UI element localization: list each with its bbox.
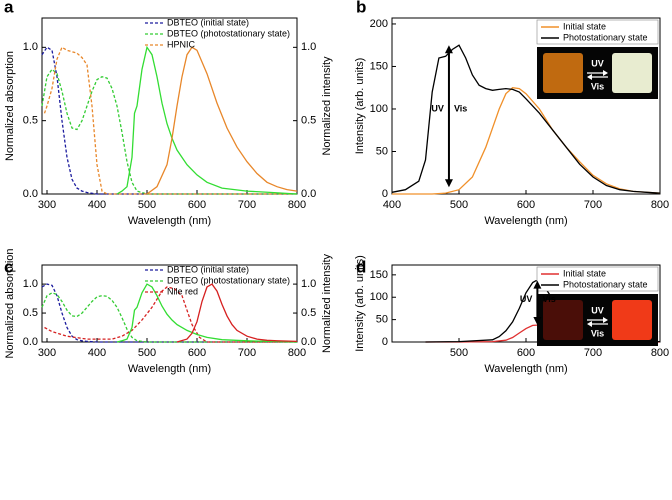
x-tick-label: 500 xyxy=(450,347,468,359)
annotation: Vis xyxy=(454,103,467,113)
inset-label: UV xyxy=(591,305,604,315)
x-axis-label: Wavelength (nm) xyxy=(484,363,567,375)
y-tick-label: 1.0 xyxy=(23,278,38,290)
annotation-arrowhead xyxy=(533,280,542,289)
x-tick-label: 800 xyxy=(288,347,306,359)
sample-left xyxy=(543,53,583,93)
inset-arrowhead xyxy=(603,70,608,76)
x-axis-label: Wavelength (nm) xyxy=(128,363,211,375)
y-tick-label: 0.5 xyxy=(23,115,38,127)
inset-label: UV xyxy=(591,58,604,68)
x-tick-label: 600 xyxy=(517,199,535,211)
legend-label: DBTEO (photostationary state) xyxy=(167,28,290,38)
y2-axis-label: Normalized intensity xyxy=(321,253,333,353)
y-tick-label: 0 xyxy=(382,336,388,348)
y2-tick-label: 1.0 xyxy=(301,278,316,290)
panel-label: d xyxy=(356,257,366,276)
legend-label: DBTEO (initial state) xyxy=(167,264,249,274)
y2-axis-label: Normalized intensity xyxy=(321,56,333,156)
series-line xyxy=(176,283,298,343)
x-tick-label: 700 xyxy=(584,347,602,359)
legend-label: Photostationary state xyxy=(563,32,648,42)
legend-label: Nile red xyxy=(167,286,198,296)
x-tick-label: 500 xyxy=(138,347,156,359)
y-tick-label: 50 xyxy=(376,145,388,157)
y-tick-label: 0.0 xyxy=(23,336,38,348)
x-tick-label: 300 xyxy=(38,347,56,359)
x-axis-label: Wavelength (nm) xyxy=(128,215,211,227)
legend-label: Initial state xyxy=(563,21,606,31)
legend-label: DBTEO (initial state) xyxy=(167,17,249,27)
annotation: UV xyxy=(431,103,444,113)
annotation: UV xyxy=(520,294,533,304)
x-tick-label: 800 xyxy=(651,199,669,211)
legend-box xyxy=(536,266,659,292)
series-line xyxy=(41,68,297,195)
series-line xyxy=(43,46,297,195)
x-tick-label: 300 xyxy=(38,199,56,211)
x-tick-label: 700 xyxy=(584,199,602,211)
x-tick-label: 400 xyxy=(88,347,106,359)
x-tick-label: 700 xyxy=(238,347,256,359)
y-tick-label: 100 xyxy=(370,103,388,115)
y-tick-label: 0.0 xyxy=(23,188,38,200)
sample-right xyxy=(612,300,652,340)
x-tick-label: 500 xyxy=(450,199,468,211)
y-tick-label: 150 xyxy=(370,60,388,72)
series-line xyxy=(116,283,298,343)
legend-label: HPNIC xyxy=(167,39,196,49)
x-tick-label: 400 xyxy=(88,199,106,211)
y2-tick-label: 1.0 xyxy=(301,41,316,53)
x-tick-label: 600 xyxy=(188,199,206,211)
series-line xyxy=(146,46,298,195)
y-tick-label: 1.0 xyxy=(23,41,38,53)
panel-label: a xyxy=(4,0,14,16)
panel-label: c xyxy=(4,257,13,276)
y-axis-label: Intensity (arb. units) xyxy=(354,255,366,352)
inset-label: Vis xyxy=(591,328,604,338)
series-line xyxy=(392,87,661,195)
x-tick-label: 600 xyxy=(517,347,535,359)
y-tick-label: 150 xyxy=(370,269,388,281)
legend-box xyxy=(536,19,659,45)
y2-tick-label: 0.0 xyxy=(301,336,316,348)
y2-tick-label: 0.5 xyxy=(301,307,316,319)
inset-label: Vis xyxy=(591,81,604,91)
y-tick-label: 0.5 xyxy=(23,307,38,319)
inset-arrowhead xyxy=(587,321,592,327)
y-axis-label: Intensity (arb. units) xyxy=(354,58,366,155)
series-line xyxy=(391,44,661,194)
x-tick-label: 800 xyxy=(651,347,669,359)
y-axis-label: Normalized absorption xyxy=(4,248,16,358)
series-line xyxy=(41,46,297,195)
y-tick-label: 50 xyxy=(376,314,388,326)
x-tick-label: 500 xyxy=(138,199,156,211)
series-line xyxy=(116,45,298,195)
x-tick-label: 400 xyxy=(383,199,401,211)
legend-label: Photostationary state xyxy=(563,279,648,289)
sample-left xyxy=(543,300,583,340)
inset-arrowhead xyxy=(603,317,608,323)
series-line xyxy=(44,286,297,343)
y-axis-label: Normalized absorption xyxy=(4,51,16,161)
y2-tick-label: 0.5 xyxy=(301,115,316,127)
x-tick-label: 700 xyxy=(238,199,256,211)
y2-tick-label: 0.0 xyxy=(301,188,316,200)
sample-right xyxy=(612,53,652,93)
annotation-arrowhead xyxy=(444,179,453,188)
inset-arrowhead xyxy=(587,74,592,80)
legend-label: DBTEO (photostationary state) xyxy=(167,275,290,285)
y-tick-label: 200 xyxy=(370,18,388,30)
x-axis-label: Wavelength (nm) xyxy=(484,215,567,227)
annotation-arrowhead xyxy=(533,316,542,325)
annotation-arrowhead xyxy=(444,45,453,54)
x-tick-label: 800 xyxy=(288,199,306,211)
x-tick-label: 600 xyxy=(188,347,206,359)
y-tick-label: 0 xyxy=(382,188,388,200)
annotation: Vis xyxy=(542,294,555,304)
panel-label: b xyxy=(356,0,366,16)
legend-label: Initial state xyxy=(563,268,606,278)
y-tick-label: 100 xyxy=(370,291,388,303)
